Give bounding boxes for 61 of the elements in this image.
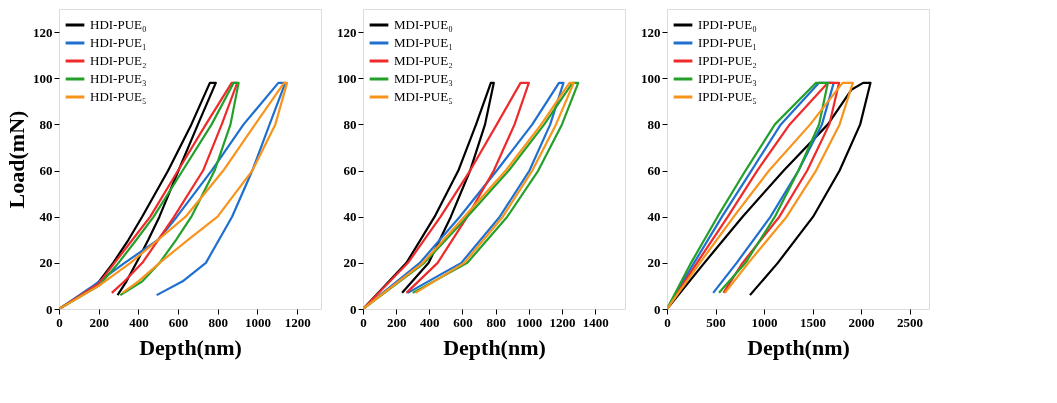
x-tick-label: 200	[89, 314, 109, 330]
y-tick-label: 20	[647, 255, 661, 271]
y-tick-label: 120	[33, 24, 53, 40]
x-tick-label: 600	[453, 314, 473, 330]
x-tick-label: 1000	[751, 314, 778, 330]
y-tick-label: 40	[647, 209, 661, 225]
x-tick-label: 500	[706, 314, 726, 330]
y-tick-label: 20	[343, 255, 357, 271]
x-tick-label: 400	[129, 314, 149, 330]
y-tick-label: 80	[343, 116, 357, 132]
y-tick-label: 120	[641, 24, 661, 40]
x-tick-label: 800	[486, 314, 506, 330]
x-tick-label: 0	[360, 314, 367, 330]
x-tick-label: 1000	[244, 314, 271, 330]
y-tick-label: 60	[343, 163, 357, 179]
legend-label: IPDI-PUE₅	[698, 89, 757, 104]
legend-label: HDI-PUE₀	[90, 17, 147, 32]
legend-label: HDI-PUE₅	[90, 89, 147, 104]
legend-label: IPDI-PUE₂	[698, 53, 757, 68]
x-tick-label: 1400	[582, 314, 609, 330]
y-tick-label: 0	[654, 301, 661, 317]
legend-label: MDI-PUE₅	[394, 89, 453, 104]
legend-label: HDI-PUE₂	[90, 53, 147, 68]
x-tick-label: 600	[168, 314, 189, 330]
y-tick-label: 120	[337, 24, 357, 40]
y-axis-title: Load(mN)	[4, 110, 29, 209]
legend-label: IPDI-PUE₀	[698, 17, 757, 32]
legend-label: HDI-PUE₃	[90, 71, 147, 86]
y-tick-label: 0	[46, 301, 53, 317]
y-tick-label: 40	[343, 209, 357, 225]
y-tick-label: 60	[647, 163, 661, 179]
x-tick-label: 2500	[897, 314, 924, 330]
x-axis-title: Depth(nm)	[747, 334, 850, 360]
legend-label: IPDI-PUE₃	[698, 71, 757, 86]
legend-label: IPDI-PUE₁	[698, 35, 757, 50]
y-tick-label: 80	[39, 116, 53, 132]
legend-label: HDI-PUE₁	[90, 35, 147, 50]
y-tick-label: 100	[33, 70, 53, 86]
legend-label: MDI-PUE₂	[394, 53, 453, 68]
y-tick-label: 60	[39, 163, 53, 179]
y-tick-label: 100	[641, 70, 661, 86]
y-tick-label: 100	[337, 70, 357, 86]
x-tick-label: 0	[56, 314, 63, 330]
x-axis-title: Depth(nm)	[139, 334, 242, 360]
legend-label: MDI-PUE₁	[394, 35, 453, 50]
x-tick-label: 1500	[800, 314, 827, 330]
x-tick-label: 1200	[284, 314, 311, 330]
y-tick-label: 0	[350, 301, 357, 317]
x-tick-label: 1200	[549, 314, 576, 330]
legend-label: MDI-PUE₀	[394, 17, 453, 32]
x-tick-label: 1000	[516, 314, 543, 330]
y-tick-label: 20	[39, 255, 53, 271]
x-tick-label: 0	[664, 314, 671, 330]
x-axis-title: Depth(nm)	[443, 334, 546, 360]
y-tick-label: 40	[39, 209, 53, 225]
y-tick-label: 80	[647, 116, 661, 132]
legend-label: MDI-PUE₃	[394, 71, 453, 86]
x-tick-label: 200	[386, 314, 407, 330]
x-tick-label: 800	[208, 314, 229, 330]
x-tick-label: 400	[420, 314, 440, 330]
x-tick-label: 2000	[848, 314, 875, 330]
